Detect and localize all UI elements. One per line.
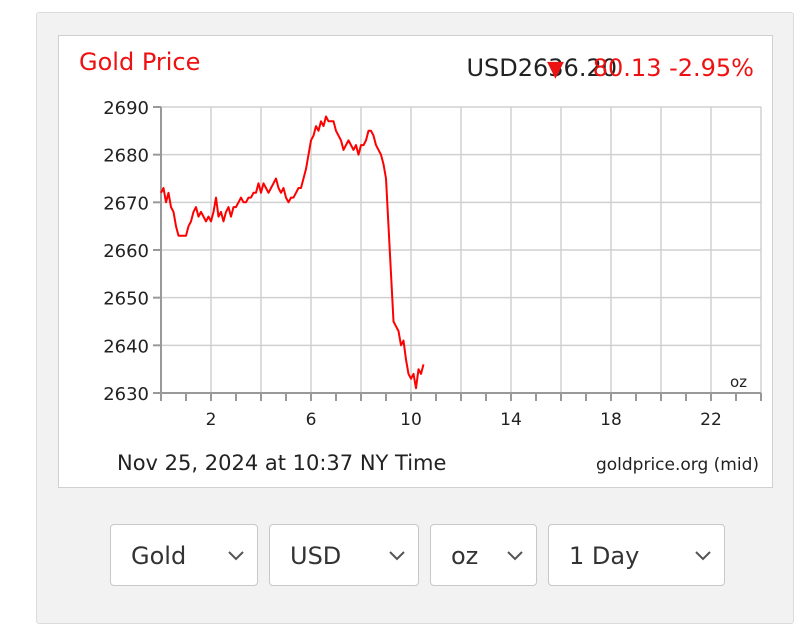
series-line-layer — [160, 115, 425, 390]
chevron-down-icon — [389, 551, 405, 561]
current-price: USD2636.20 — [466, 54, 617, 82]
chevron-down-icon — [507, 551, 523, 561]
y-tick-label: 2690 — [103, 98, 149, 119]
x-tick-label: 14 — [500, 410, 522, 430]
y-tick-label: 2670 — [103, 193, 149, 214]
chevron-down-icon — [228, 551, 244, 561]
axis-layer: 2630 2640 2650 2660 2670 2680 2690 2 6 10 14 18 22 — [103, 98, 762, 430]
grid-layer — [160, 106, 762, 394]
metal-select-value: Gold — [131, 542, 187, 570]
y-tick-label: 2640 — [103, 336, 149, 357]
x-tick-label: 2 — [206, 410, 217, 430]
date-label: Nov 25, 2024 at 10:37 NY Time — [117, 451, 446, 475]
y-tick-label: 2660 — [103, 241, 149, 262]
series-line — [160, 115, 425, 390]
x-tick-label: 10 — [400, 410, 422, 430]
chevron-down-icon — [695, 551, 711, 561]
period-select[interactable]: 1 Day — [548, 524, 725, 586]
source-label: goldprice.org (mid) — [596, 455, 759, 475]
y-tick-label: 2650 — [103, 289, 149, 310]
unit-select-value: oz — [451, 542, 479, 570]
unit-select[interactable]: oz — [430, 524, 537, 586]
change-down-icon: ▼ — [547, 57, 564, 82]
chart-card: 2630 2640 2650 2660 2670 2680 2690 2 6 10 14 18 22 G… — [58, 35, 773, 488]
price-change: 80.13 -2.95% — [593, 54, 754, 82]
unit-label: oz — [730, 373, 747, 391]
y-tick-label: 2680 — [103, 146, 149, 167]
x-tick-label: 22 — [700, 410, 722, 430]
y-tick-label: 2630 — [103, 384, 149, 405]
metal-select[interactable]: Gold — [110, 524, 258, 586]
currency-select[interactable]: USD — [269, 524, 419, 586]
x-tick-label: 18 — [600, 410, 622, 430]
gold-price-chart: 2630 2640 2650 2660 2670 2680 2690 2 6 10 14 18 22 G… — [79, 48, 762, 475]
currency-select-value: USD — [290, 542, 342, 570]
chart-title: Gold Price — [79, 48, 200, 76]
x-tick-label: 6 — [306, 410, 317, 430]
period-select-value: 1 Day — [569, 542, 640, 570]
controls-bar: Gold USD oz 1 Day — [0, 524, 806, 588]
